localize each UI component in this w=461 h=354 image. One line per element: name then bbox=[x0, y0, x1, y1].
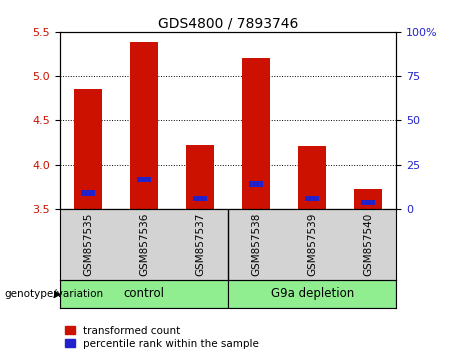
Bar bbox=[186, 145, 214, 209]
Text: G9a depletion: G9a depletion bbox=[271, 287, 354, 300]
Bar bbox=[355, 189, 383, 209]
Text: GSM857539: GSM857539 bbox=[307, 212, 317, 276]
Bar bbox=[193, 195, 207, 201]
Bar bbox=[137, 177, 151, 182]
Text: GSM857536: GSM857536 bbox=[139, 212, 149, 276]
Bar bbox=[130, 42, 158, 209]
Text: GSM857538: GSM857538 bbox=[251, 212, 261, 276]
Bar bbox=[60, 280, 228, 308]
Bar bbox=[81, 190, 95, 195]
Text: genotype/variation: genotype/variation bbox=[5, 289, 104, 299]
Title: GDS4800 / 7893746: GDS4800 / 7893746 bbox=[158, 17, 298, 31]
Legend: transformed count, percentile rank within the sample: transformed count, percentile rank withi… bbox=[65, 326, 259, 349]
Bar bbox=[74, 90, 102, 209]
Text: GSM857537: GSM857537 bbox=[195, 212, 205, 276]
Text: ▶: ▶ bbox=[54, 289, 62, 299]
Text: GSM857540: GSM857540 bbox=[363, 212, 373, 276]
Bar bbox=[228, 280, 396, 308]
Bar bbox=[305, 195, 319, 201]
Bar bbox=[242, 58, 270, 209]
Bar bbox=[249, 181, 263, 187]
Text: GSM857535: GSM857535 bbox=[83, 212, 93, 276]
Bar bbox=[298, 146, 326, 209]
Text: control: control bbox=[124, 287, 165, 300]
Bar bbox=[361, 200, 375, 205]
